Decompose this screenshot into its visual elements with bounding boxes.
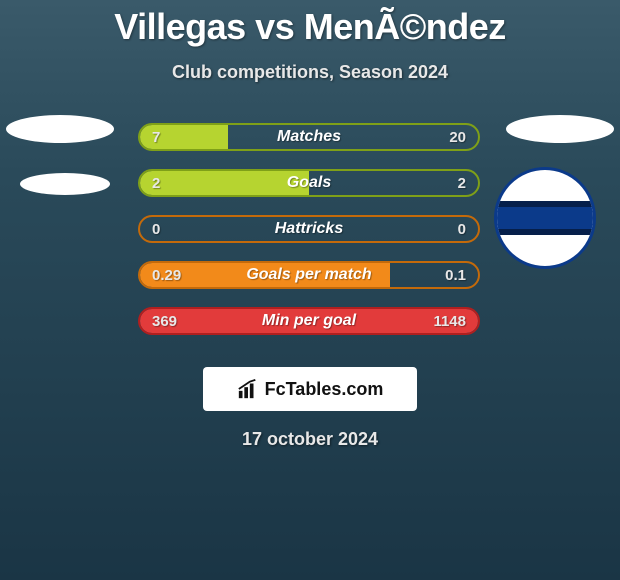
stat-left-value: 0 bbox=[152, 221, 192, 238]
stat-left-value: 2 bbox=[152, 175, 192, 192]
stat-row: 369Min per goal1148 bbox=[138, 307, 480, 335]
page-title: Villegas vs MenÃ©ndez bbox=[0, 0, 620, 48]
stat-label: Goals per match bbox=[192, 266, 426, 284]
stat-right-value: 20 bbox=[426, 129, 466, 146]
stat-right-value: 0 bbox=[426, 221, 466, 238]
stat-row: 7Matches20 bbox=[138, 123, 480, 151]
stat-bars: 7Matches202Goals20Hattricks00.29Goals pe… bbox=[138, 123, 480, 353]
stat-row: 0.29Goals per match0.1 bbox=[138, 261, 480, 289]
stat-right-value: 0.1 bbox=[426, 267, 466, 284]
stat-right-value: 1148 bbox=[426, 313, 466, 330]
stat-left-value: 0.29 bbox=[152, 267, 192, 284]
fctables-logo[interactable]: FcTables.com bbox=[203, 367, 417, 411]
player-right-avatar bbox=[506, 115, 614, 143]
avatar-placeholder-icon bbox=[506, 115, 614, 143]
avatar-placeholder-icon bbox=[6, 115, 114, 143]
stat-left-value: 7 bbox=[152, 129, 192, 146]
stat-label: Goals bbox=[192, 174, 426, 192]
stat-label: Matches bbox=[192, 128, 426, 146]
stats-area: 7Matches202Goals20Hattricks00.29Goals pe… bbox=[0, 123, 620, 353]
chart-icon bbox=[237, 378, 259, 400]
stat-left-value: 369 bbox=[152, 313, 192, 330]
stat-label: Min per goal bbox=[192, 312, 426, 330]
stat-label: Hattricks bbox=[192, 220, 426, 238]
subtitle: Club competitions, Season 2024 bbox=[0, 62, 620, 83]
stat-row: 2Goals2 bbox=[138, 169, 480, 197]
stat-row: 0Hattricks0 bbox=[138, 215, 480, 243]
avatar-placeholder-icon bbox=[20, 173, 110, 195]
club-badge-icon bbox=[494, 167, 596, 269]
stat-right-value: 2 bbox=[426, 175, 466, 192]
player-left-avatar bbox=[6, 115, 114, 195]
logo-text: FcTables.com bbox=[265, 379, 384, 400]
date-label: 17 october 2024 bbox=[0, 429, 620, 450]
